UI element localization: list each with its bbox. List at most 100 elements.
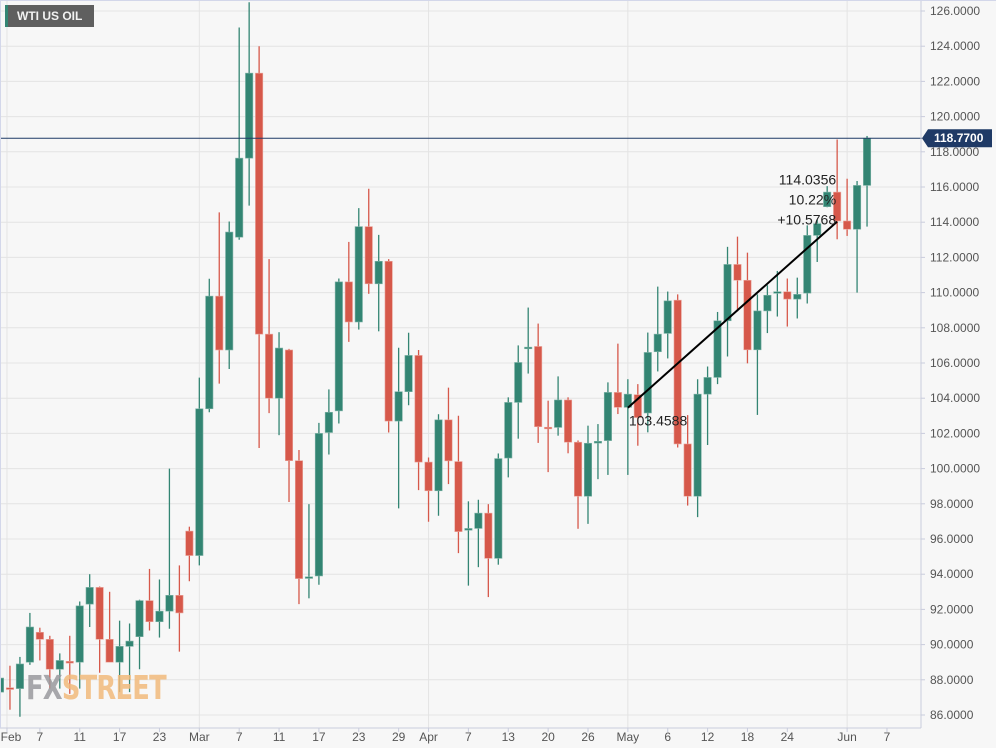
candle-body xyxy=(444,419,453,462)
trendline-tool[interactable]: 103.4588 114.0356 10.22% +10.5768 xyxy=(627,172,838,429)
x-tick-label: Apr xyxy=(419,730,438,744)
candle-body xyxy=(743,279,752,351)
candle-body xyxy=(115,646,124,663)
candle-body xyxy=(374,260,383,285)
trendline-start-label: 103.4588 xyxy=(629,413,688,429)
grid xyxy=(0,0,921,728)
x-tick-label: 13 xyxy=(502,730,516,744)
trendline-percent-label: 10.22% xyxy=(789,192,836,208)
candle-up xyxy=(205,278,214,413)
x-tick-label: 23 xyxy=(352,730,366,744)
candle-body xyxy=(514,362,523,403)
candle-down xyxy=(484,504,493,598)
candle-down xyxy=(65,635,74,694)
candle-body xyxy=(504,402,513,459)
x-tick-label: 7 xyxy=(465,730,472,744)
candle-up xyxy=(75,601,84,689)
candle-body xyxy=(165,595,174,612)
candle-body xyxy=(85,587,94,605)
candle-down xyxy=(534,323,543,443)
candle-up xyxy=(524,307,533,374)
y-tick-label: 90.0000 xyxy=(930,638,974,652)
candle-body xyxy=(324,411,333,433)
candle-up xyxy=(703,366,712,446)
candle-body xyxy=(5,687,14,690)
candle-down xyxy=(364,188,373,294)
y-tick-label: 86.0000 xyxy=(930,708,974,722)
candle-up xyxy=(245,2,254,206)
candle-body xyxy=(364,226,373,285)
time-axis[interactable]: Feb 7 11 17 23 Mar 7 11 17 23 29 Apr 7 13 20 26 May 6 12 18… xyxy=(0,727,921,744)
candle-body xyxy=(95,587,104,640)
candle-body xyxy=(613,392,622,408)
candle-body xyxy=(334,281,343,412)
candle-body xyxy=(683,443,692,497)
candle-up xyxy=(324,389,333,455)
candle-down xyxy=(783,278,792,327)
trendline[interactable] xyxy=(627,220,838,409)
candle-body xyxy=(713,320,722,378)
y-tick-label: 122.0000 xyxy=(930,74,980,88)
candle-up xyxy=(514,345,523,439)
candle-up xyxy=(374,234,383,332)
candle-body xyxy=(653,333,662,353)
y-tick-label: 100.0000 xyxy=(930,462,980,476)
candle-body xyxy=(235,157,244,238)
y-tick-label: 112.0000 xyxy=(930,250,979,264)
candle-up xyxy=(55,653,64,689)
x-tick-label: Jun xyxy=(837,730,856,744)
candle-up xyxy=(115,620,124,693)
candle-body xyxy=(554,399,563,428)
candle-body xyxy=(803,235,812,294)
candle-up xyxy=(0,676,5,707)
candle-body xyxy=(484,512,493,559)
candle-down xyxy=(574,440,583,529)
y-tick-label: 98.0000 xyxy=(930,497,974,511)
candle-body xyxy=(843,220,852,230)
candle-body xyxy=(394,391,403,422)
candle-body xyxy=(544,426,553,430)
candle-up xyxy=(125,623,134,693)
candle-down xyxy=(344,241,353,342)
x-tick-label: Feb xyxy=(1,730,22,744)
candle-down xyxy=(683,415,692,506)
candle-up xyxy=(773,270,782,317)
candle-body xyxy=(175,595,184,614)
trendline-change-label: +10.5768 xyxy=(777,212,836,228)
candle-body xyxy=(663,300,672,334)
candle-down xyxy=(105,591,114,663)
candle-down xyxy=(424,457,433,522)
candle-body xyxy=(643,352,652,414)
candle-down xyxy=(175,565,184,652)
y-tick-label: 126.0000 xyxy=(930,4,980,18)
candle-up xyxy=(165,468,174,629)
trendline-end-label: 114.0356 xyxy=(779,172,837,188)
logo-fx: FX xyxy=(26,668,63,707)
candle-up xyxy=(583,425,592,524)
candle-body xyxy=(593,441,602,444)
candle-up xyxy=(394,347,403,509)
candle-body xyxy=(55,660,64,670)
price-axis[interactable]: 86.0000 88.0000 90.0000 92.0000 94.0000 96.00… xyxy=(920,0,980,728)
x-tick-label: 23 xyxy=(153,730,167,744)
candle-up xyxy=(554,376,563,436)
candle-body xyxy=(125,640,134,647)
candle-up xyxy=(803,225,812,304)
candle-up xyxy=(753,294,762,415)
candle-down xyxy=(843,178,852,236)
candle-body xyxy=(314,433,323,577)
candle-up xyxy=(135,599,144,670)
candle-body xyxy=(195,408,204,556)
candle-down xyxy=(185,526,194,582)
candle-down xyxy=(384,259,393,433)
candle-down xyxy=(564,397,573,454)
candle-up xyxy=(763,285,772,334)
candle-down xyxy=(95,586,104,673)
candle-body xyxy=(863,137,872,186)
candle-down xyxy=(613,343,622,415)
candle-up xyxy=(693,379,702,518)
candles xyxy=(0,2,872,717)
candle-body xyxy=(583,442,592,497)
